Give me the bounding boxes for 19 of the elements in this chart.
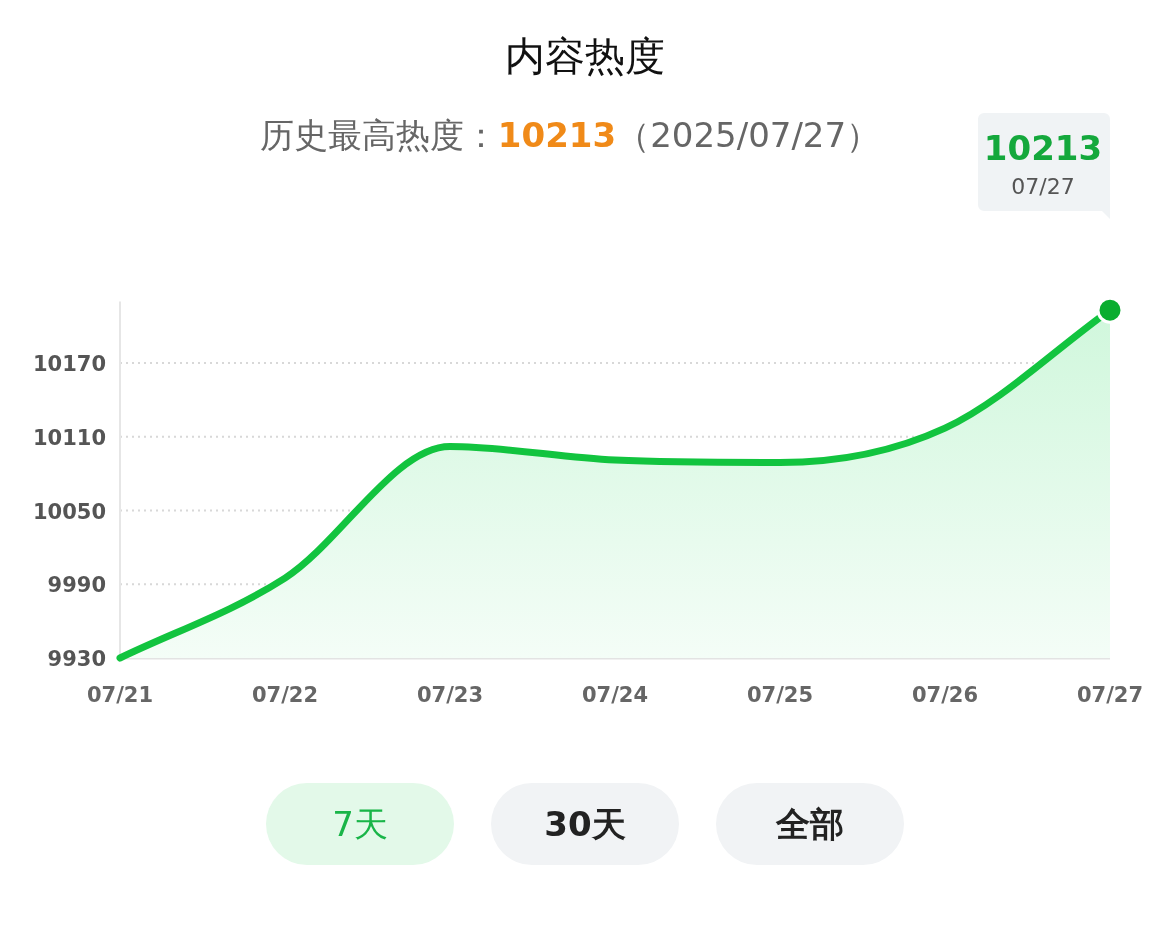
y-tick-label: 10110: [32, 425, 106, 450]
chart-subtitle: 历史最高热度：10213（2025/07/27）: [259, 115, 881, 155]
text: 10213: [983, 128, 1103, 168]
text: 30天: [544, 804, 626, 844]
text: 07/27: [1011, 174, 1075, 199]
x-tick-label: 07/23: [416, 683, 484, 707]
y-tick-label: 9930: [47, 647, 106, 671]
y-tick-label: 10170: [32, 352, 106, 376]
x-tick-label: 07/25: [746, 683, 814, 707]
x-tick-label: 07/24: [581, 683, 649, 707]
y-tick-label: 9990: [47, 573, 106, 598]
x-tick-label: 07/26: [911, 683, 979, 707]
text: 全部: [775, 804, 844, 844]
x-tick-label: 07/21: [86, 683, 154, 707]
chart-title: 内容热度: [505, 33, 665, 79]
text: 7天: [332, 804, 388, 844]
x-tick-label: 07/27: [1076, 683, 1144, 707]
y-tick-label: 10050: [32, 499, 106, 524]
x-tick-label: 07/22: [251, 683, 319, 707]
